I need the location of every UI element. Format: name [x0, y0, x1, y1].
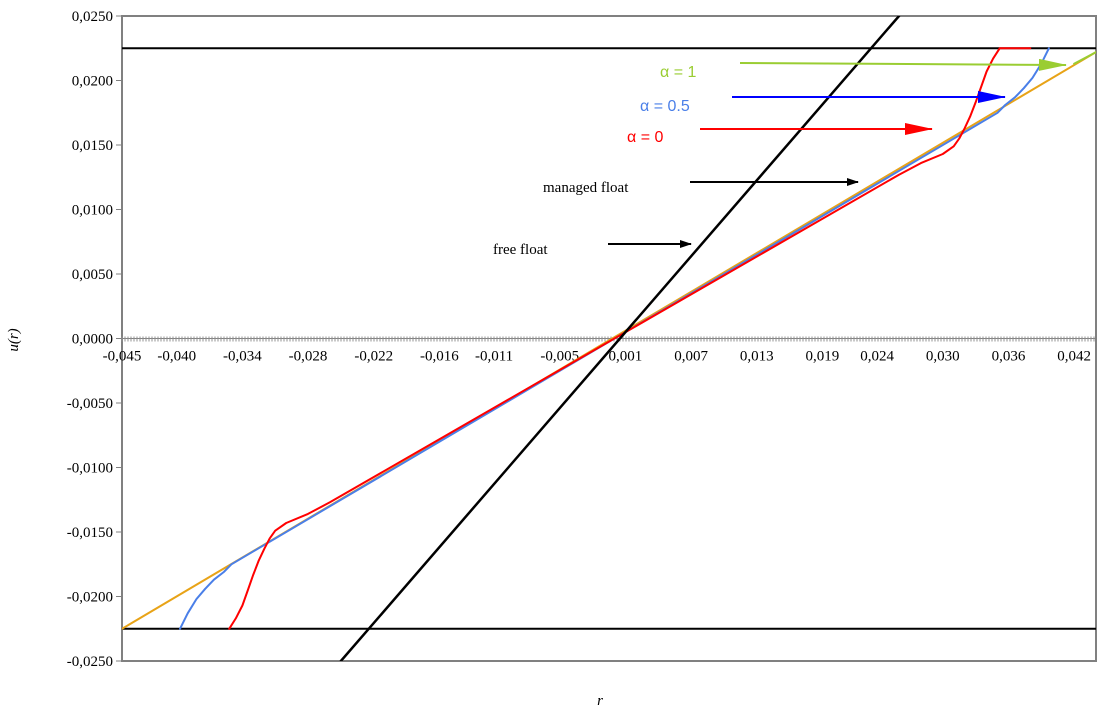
y-tick-label: 0,0250 — [72, 9, 113, 25]
y-axis-title: u(r) — [6, 328, 22, 351]
x-tick-label: -0,028 — [289, 349, 328, 365]
y-tick-label: -0,0100 — [67, 461, 113, 477]
x-tick-label: -0,005 — [540, 349, 579, 365]
x-tick-label: -0,045 — [103, 349, 142, 365]
series-line — [1073, 51, 1096, 65]
x-tick-label: 0,042 — [1057, 349, 1091, 365]
y-tick-label: 0,0050 — [72, 267, 113, 283]
x-tick-label: -0,040 — [157, 349, 196, 365]
annotation-alpha-0-5: α = 0.5 — [640, 98, 690, 115]
annotation-alpha-1: α = 1 — [660, 64, 696, 81]
y-tick-label: 0,0000 — [72, 332, 113, 348]
arrow-alpha-1 — [739, 58, 1067, 71]
x-tick-label: 0,007 — [674, 349, 708, 365]
series-line — [228, 47, 1032, 630]
band-lines — [122, 47, 1096, 630]
y-tick-label: 0,0100 — [72, 203, 113, 219]
x-axis-title: r — [597, 693, 603, 709]
x-tick-label: 0,013 — [740, 349, 774, 365]
x-tick-label: 0,019 — [806, 349, 840, 365]
annotation-alpha-0: α = 0 — [627, 129, 663, 146]
x-tick-label: 0,024 — [860, 349, 894, 365]
x-tick-label: -0,022 — [354, 349, 393, 365]
x-tick-label: 0,001 — [609, 349, 643, 365]
y-tick-label: -0,0250 — [67, 654, 113, 670]
x-tick-label: -0,016 — [420, 349, 459, 365]
y-axis: 0,0250 0,0200 0,0150 0,0100 0,0050 0,0000 -0,0… — [67, 9, 122, 670]
y-tick-label: 0,0200 — [72, 74, 113, 90]
y-tick-label: -0,0150 — [67, 525, 113, 541]
y-tick-label: -0,0200 — [67, 590, 113, 606]
x-tick-label: 0,036 — [992, 349, 1026, 365]
annotations: α = 1 α = 0.5 α = 0 managed float free f… — [493, 58, 1067, 258]
annotation-free-float: free float — [493, 242, 548, 258]
x-tick-label: -0,034 — [223, 349, 262, 365]
y-tick-label: -0,0050 — [67, 396, 113, 412]
x-tick-label: 0,030 — [926, 349, 960, 365]
y-tick-label: 0,0150 — [72, 138, 113, 154]
series-line — [339, 16, 901, 661]
x-axis: -0,045 -0,040 -0,034 -0,028 -0,022 -0,016 -0,0… — [103, 336, 1096, 365]
annotation-managed-float: managed float — [543, 180, 629, 196]
series-group — [122, 16, 1096, 661]
x-tick-label: -0,011 — [475, 349, 513, 365]
x-minor-ticks — [121, 336, 1095, 342]
